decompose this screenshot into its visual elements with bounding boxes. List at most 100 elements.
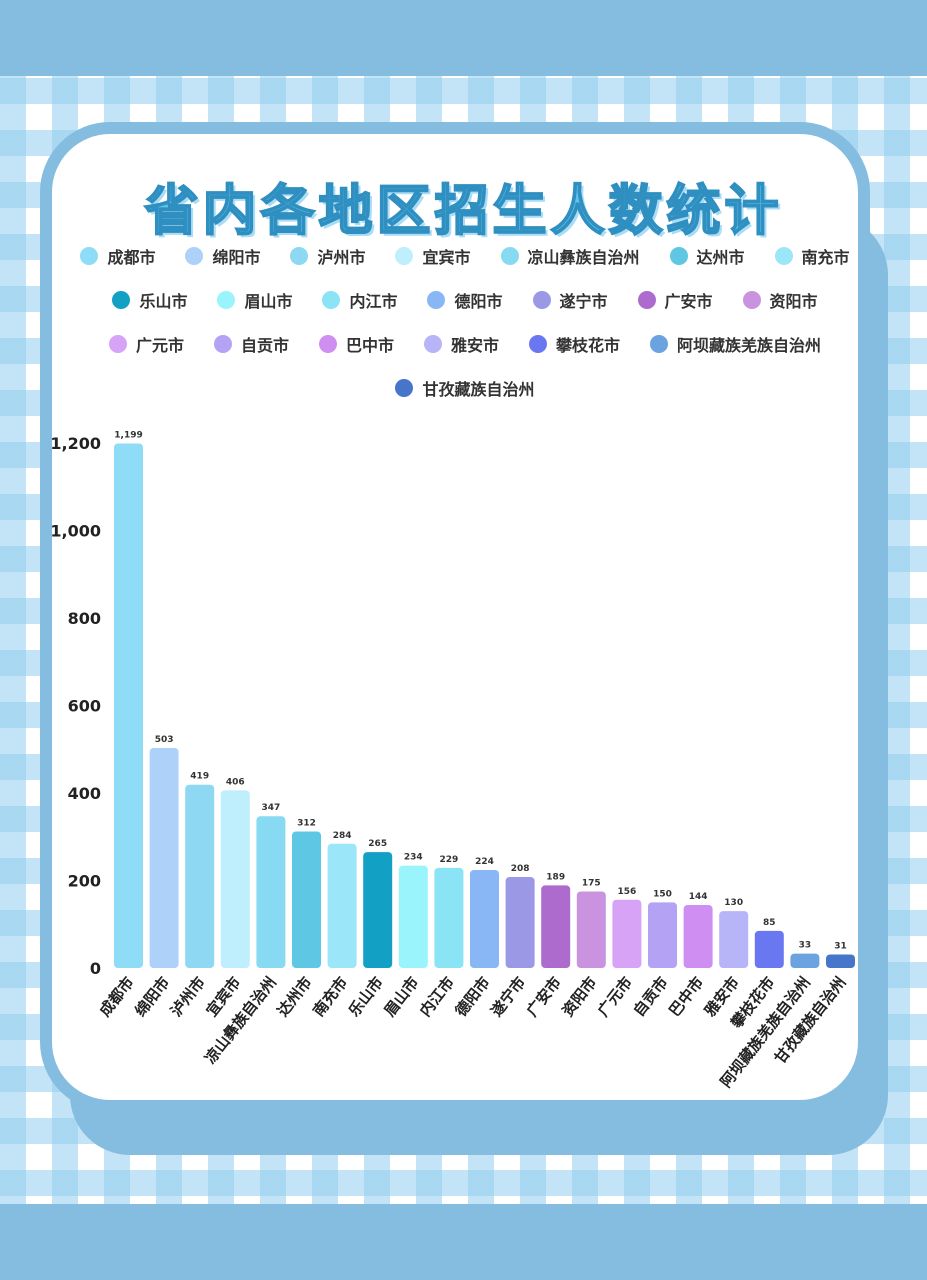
- legend-swatch: [112, 290, 131, 309]
- x-tick-label: 达州市: [274, 973, 316, 1020]
- bar: [719, 911, 749, 968]
- bar-value-label: 406: [226, 777, 245, 787]
- bar: [470, 870, 499, 968]
- bar: [398, 865, 428, 968]
- x-tick-label: 资阳市: [559, 973, 601, 1020]
- bar-value-label: 234: [404, 853, 423, 863]
- x-tick-label: 广安市: [523, 973, 565, 1020]
- bar-value-label: 419: [190, 772, 209, 782]
- bar-value-label: 144: [689, 892, 708, 902]
- bar: [220, 790, 250, 968]
- bar-value-label: 503: [155, 735, 174, 745]
- legend-swatch: [395, 378, 414, 397]
- bar: [826, 954, 855, 968]
- legend-label: 雅安市: [451, 335, 500, 355]
- legend-swatch: [290, 246, 309, 265]
- bar-value-label: 1,199: [114, 430, 142, 440]
- legend-label: 宜宾市: [422, 247, 471, 267]
- legend-item: 宜宾市: [395, 245, 471, 267]
- legend-label: 南充市: [801, 247, 850, 267]
- bar-value-label: 85: [763, 918, 776, 928]
- legend-item: 资阳市: [742, 289, 818, 311]
- legend-swatch: [318, 334, 337, 353]
- legend-item: 达州市: [669, 245, 745, 267]
- legend-item: 内江市: [322, 289, 398, 311]
- bar: [256, 816, 286, 968]
- x-tick-label: 南充市: [309, 973, 351, 1020]
- y-tick-label: 200: [68, 872, 101, 891]
- page-title: 省内各地区招生人数统计: [144, 178, 783, 243]
- bar-value-label: 175: [582, 878, 601, 888]
- y-tick-label: 400: [68, 784, 101, 803]
- x-tick-label: 巴中市: [665, 973, 707, 1020]
- bar: [576, 891, 606, 968]
- bar-value-label: 150: [653, 889, 672, 899]
- bar-value-label: 208: [511, 864, 530, 874]
- bar-value-label: 189: [546, 872, 565, 882]
- legend-swatch: [185, 246, 204, 265]
- chart-legend: 成都市 绵阳市 泸州市 宜宾市 凉山彝族自治州 达州市 南充市乐山市 眉山市 内江市 德阳市 遂宁市…: [70, 245, 860, 399]
- bar-value-label: 312: [297, 819, 316, 829]
- bar: [185, 784, 215, 968]
- x-tick-label: 德阳市: [452, 973, 494, 1020]
- legend-label: 眉山市: [244, 291, 293, 311]
- legend-label: 巴中市: [345, 335, 394, 355]
- legend-label: 内江市: [349, 291, 398, 311]
- y-tick-label: 0: [90, 959, 101, 978]
- legend-label: 达州市: [696, 247, 745, 267]
- bar-value-label: 229: [440, 855, 459, 865]
- bar: [149, 747, 179, 968]
- bar-value-label: 130: [724, 898, 743, 908]
- legend-label: 攀枝花市: [556, 335, 621, 355]
- legend-swatch: [637, 290, 656, 309]
- top-band: [0, 0, 927, 76]
- bar: [683, 905, 713, 968]
- y-tick-label: 600: [68, 697, 101, 716]
- legend-label: 成都市: [107, 247, 156, 267]
- legend-item: 绵阳市: [185, 245, 260, 267]
- bar: [790, 953, 820, 968]
- legend-label: 广元市: [135, 335, 184, 355]
- legend-item: 广安市: [637, 289, 713, 311]
- bar-value-label: 347: [262, 803, 281, 813]
- legend-item: 泸州市: [290, 245, 366, 267]
- bar-value-label: 284: [333, 831, 352, 841]
- legend-swatch: [532, 290, 551, 309]
- legend-item: 乐山市: [112, 289, 187, 311]
- x-tick-label: 乐山市: [345, 973, 387, 1020]
- bar: [754, 930, 784, 968]
- legend-swatch: [500, 246, 519, 265]
- legend-label: 泸州市: [317, 247, 366, 267]
- legend-item: 阿坝藏族羌族自治州: [650, 333, 821, 355]
- bar: [327, 843, 357, 968]
- bar: [292, 831, 321, 968]
- legend-label: 遂宁市: [559, 291, 608, 311]
- bar-value-label: 156: [618, 887, 637, 897]
- legend-item: 眉山市: [217, 289, 293, 311]
- legend-swatch: [529, 334, 548, 353]
- bar: [114, 443, 143, 968]
- legend-item: 巴中市: [318, 333, 394, 355]
- legend-swatch: [427, 290, 446, 309]
- legend-item: 攀枝花市: [529, 333, 621, 355]
- legend-item: 自贡市: [213, 333, 289, 355]
- legend-label: 德阳市: [454, 291, 503, 311]
- legend-item: 甘孜藏族自治州: [395, 377, 535, 399]
- x-tick-label: 广元市: [594, 973, 636, 1020]
- legend-swatch: [650, 334, 669, 353]
- y-tick-label: 1,000: [50, 522, 101, 541]
- legend-swatch: [322, 290, 341, 309]
- legend-label: 广安市: [664, 291, 713, 311]
- legend-swatch: [108, 334, 127, 353]
- legend-label: 凉山彝族自治州: [527, 247, 640, 267]
- legend-item: 遂宁市: [532, 289, 608, 311]
- legend-swatch: [742, 290, 761, 309]
- x-tick-label: 成都市: [96, 973, 138, 1020]
- legend-label: 甘孜藏族自治州: [422, 379, 535, 399]
- bar-value-label: 265: [368, 839, 387, 849]
- x-tick-label: 绵阳市: [131, 973, 173, 1020]
- legend-swatch: [395, 246, 414, 265]
- legend-item: 雅安市: [424, 333, 500, 355]
- legend-item: 广元市: [108, 333, 184, 355]
